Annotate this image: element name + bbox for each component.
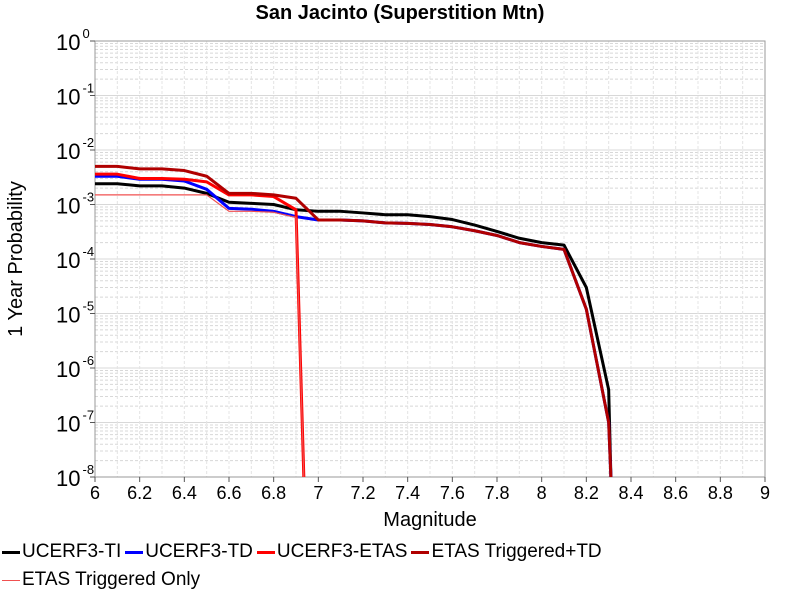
- chart-canvas: San Jacinto (Superstition Mtn) 6 6.2 6.4 6.…: [5, 2, 770, 531]
- legend-item: UCERF3-ETAS: [256, 541, 408, 563]
- y-tick-label: 10 -3: [56, 190, 94, 219]
- legend-row: ETAS Triggered Only: [2, 566, 798, 594]
- y-tick-label: 10 -6: [56, 353, 94, 382]
- x-tick-label: 6: [90, 483, 100, 503]
- legend-label: UCERF3-ETAS: [276, 541, 408, 562]
- legend: UCERF3-TI UCERF3-TD UCERF3-ETAS ETAS Trigge…: [2, 538, 798, 594]
- x-tick-label: 8: [537, 483, 547, 503]
- x-tick-label: 7.2: [350, 483, 375, 503]
- legend-row: UCERF3-TI UCERF3-TD UCERF3-ETAS ETAS Trigge…: [2, 538, 798, 566]
- x-tick-label: 7.4: [395, 483, 420, 503]
- x-tick-label: 8.6: [663, 483, 688, 503]
- legend-item: ETAS Triggered Only: [2, 569, 200, 591]
- grid: [94, 41, 766, 478]
- y-tick-label: 10 -2: [56, 135, 94, 164]
- x-tick-label: 6.6: [216, 483, 241, 503]
- y-tick-label: 10 -1: [56, 81, 94, 110]
- legend-label: UCERF3-TI: [22, 541, 122, 562]
- x-axis-label: Magnitude: [383, 509, 476, 531]
- x-tick-label: 7.6: [440, 483, 465, 503]
- legend-swatch: [411, 550, 430, 554]
- legend-label: ETAS Triggered Only: [22, 569, 201, 590]
- legend-item: UCERF3-TD: [125, 541, 253, 563]
- legend-item: ETAS Triggered+TD: [411, 541, 602, 563]
- y-tick-label: 10 -4: [56, 244, 94, 273]
- series-lines: [95, 164, 613, 477]
- y-tick-label: 10 -7: [56, 408, 94, 437]
- x-tick-label: 8.4: [618, 483, 643, 503]
- legend-swatch: [125, 550, 144, 554]
- x-tick-label: 9: [760, 483, 770, 503]
- series-line-etas-triggered-td: [95, 164, 613, 477]
- x-tick-label: 6.2: [127, 483, 152, 503]
- x-tick-label: 6.8: [261, 483, 286, 503]
- legend-swatch: [2, 550, 20, 554]
- series-line-etas-triggered-only: [95, 194, 305, 477]
- legend-item: UCERF3-TI: [2, 541, 121, 563]
- x-tick-label: 6.4: [172, 483, 197, 503]
- x-tick-label: 8.8: [708, 483, 733, 503]
- y-tick-label: 10 0: [56, 26, 90, 55]
- x-tick-label: 8.2: [574, 483, 599, 503]
- x-tick-label: 7.8: [484, 483, 509, 503]
- legend-label: UCERF3-TD: [145, 541, 253, 562]
- legend-swatch: [256, 550, 275, 554]
- y-tick-label: 10 -5: [56, 299, 94, 328]
- y-tick-label: 10 -8: [56, 462, 94, 491]
- x-axis-ticks: 6 6.2 6.4 6.6 6.8 7 7.2 7.4 7.6 7.8 8 8.2 8.4 8.6 8.8 9: [90, 477, 770, 503]
- x-tick-label: 7: [313, 483, 323, 503]
- series-line-ucerf3-ti: [95, 182, 613, 477]
- legend-swatch: [2, 579, 20, 581]
- series-line-ucerf3-etas: [95, 172, 306, 477]
- y-axis-label: 1 Year Probability: [5, 181, 27, 337]
- chart-title: San Jacinto (Superstition Mtn): [256, 2, 545, 24]
- legend-label: ETAS Triggered+TD: [431, 541, 602, 562]
